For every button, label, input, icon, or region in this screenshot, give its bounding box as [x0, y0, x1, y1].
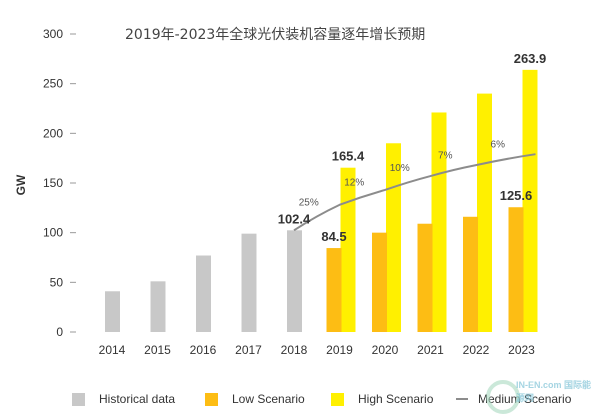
bar-historical [105, 291, 120, 332]
legend-item-low: Low Scenario [205, 392, 305, 406]
bar-high-scenario [431, 112, 447, 333]
legend-label-historical: Historical data [99, 392, 176, 406]
y-tick-label: 0 [56, 325, 63, 339]
bar-low-scenario [508, 207, 524, 332]
bar-high-scenario [477, 93, 492, 332]
data-label: 102.4 [278, 211, 311, 226]
growth-rate-label: 12% [344, 177, 364, 188]
watermark-logo: IN-EN.com 国际能源网 [476, 372, 596, 416]
x-tick-label: 2019 [326, 343, 353, 357]
x-tick-label: 2023 [508, 343, 535, 357]
bar-low-scenario [326, 248, 342, 332]
y-tick-label: 150 [43, 176, 63, 190]
bar-historical [196, 255, 211, 332]
medium-scenario-line-group: 25% 12% 10% 7% 6% [293, 140, 536, 232]
x-tick-label: 2015 [144, 343, 171, 357]
x-axis: 2014 2015 2016 2017 2018 2019 2020 2021 2022 2023 [99, 343, 536, 357]
bar-historical [287, 230, 302, 332]
bar-high-scenario [522, 69, 538, 332]
legend-item-high: High Scenario [331, 392, 433, 406]
medium-scenario-line [293, 153, 536, 232]
y-tick-label: 100 [43, 226, 63, 240]
x-tick-label: 2020 [372, 343, 399, 357]
legend-swatch-high [331, 392, 344, 406]
y-axis-label: GW [14, 174, 28, 195]
bars [105, 69, 538, 333]
growth-rate-label: 6% [491, 140, 506, 151]
legend-line-medium [456, 398, 468, 400]
bar-high-scenario [386, 143, 401, 332]
y-axis: 0 50 100 150 200 250 300 [43, 27, 76, 339]
data-label: 263.9 [514, 51, 547, 66]
growth-rate-label: 25% [299, 198, 319, 209]
x-tick-label: 2014 [99, 343, 126, 357]
bar-high-scenario [340, 167, 356, 332]
x-tick-label: 2016 [190, 343, 217, 357]
x-tick-label: 2018 [281, 343, 308, 357]
x-tick-label: 2022 [463, 343, 490, 357]
bar-low-scenario [372, 232, 387, 332]
x-tick-label: 2021 [417, 343, 444, 357]
legend-swatch-historical [72, 392, 85, 406]
growth-rate-label: 7% [438, 151, 453, 162]
y-tick-label: 300 [43, 27, 63, 41]
legend-label-high: High Scenario [358, 392, 434, 406]
data-label: 125.6 [500, 188, 533, 203]
watermark-icon [486, 380, 520, 414]
chart-title: 2019年-2023年全球光伏装机容量逐年增长预期 [125, 26, 425, 43]
y-tick-label: 50 [50, 275, 64, 289]
bar-historical [241, 233, 257, 332]
data-label: 165.4 [332, 149, 365, 164]
y-tick-label: 200 [43, 126, 63, 140]
legend-swatch-low [205, 392, 218, 406]
bar-low-scenario [417, 223, 433, 332]
watermark-text: IN-EN.com 国际能源网 [516, 380, 592, 403]
bar-low-scenario [463, 216, 478, 332]
growth-rate-label: 10% [390, 163, 410, 174]
bar-historical [150, 281, 166, 332]
x-tick-label: 2017 [235, 343, 262, 357]
data-label: 84.5 [321, 229, 346, 244]
legend-item-historical: Historical data [72, 392, 175, 406]
y-tick-label: 250 [43, 77, 63, 91]
chart: 2019年-2023年全球光伏装机容量逐年增长预期 GW 0 50 100 150 20… [14, 26, 547, 357]
legend-label-low: Low Scenario [232, 392, 305, 406]
data-labels: 102.4 84.5 165.4 125.6 263.9 [278, 51, 547, 244]
